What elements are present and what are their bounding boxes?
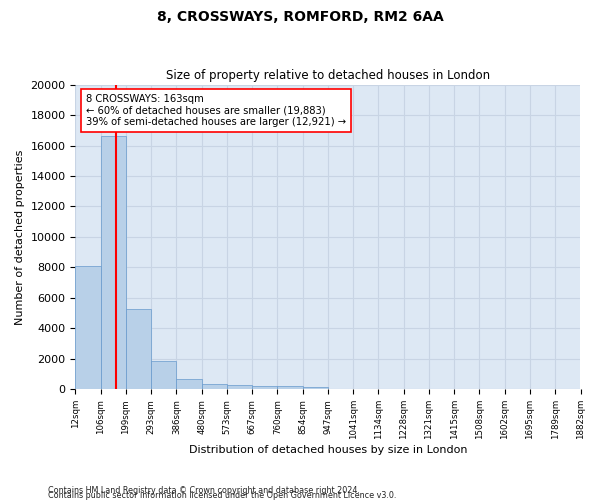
Bar <box>302 386 328 390</box>
Bar <box>101 136 126 390</box>
Bar <box>202 384 227 390</box>
Text: Contains public sector information licensed under the Open Government Licence v3: Contains public sector information licen… <box>48 491 397 500</box>
Bar <box>151 361 176 390</box>
Bar <box>76 266 101 390</box>
Bar <box>176 380 202 390</box>
Y-axis label: Number of detached properties: Number of detached properties <box>15 150 25 324</box>
Title: Size of property relative to detached houses in London: Size of property relative to detached ho… <box>166 69 490 82</box>
Text: 8 CROSSWAYS: 163sqm
← 60% of detached houses are smaller (19,883)
39% of semi-de: 8 CROSSWAYS: 163sqm ← 60% of detached ho… <box>86 94 346 127</box>
Bar <box>252 386 277 390</box>
X-axis label: Distribution of detached houses by size in London: Distribution of detached houses by size … <box>189 445 467 455</box>
Bar <box>126 308 151 390</box>
Text: 8, CROSSWAYS, ROMFORD, RM2 6AA: 8, CROSSWAYS, ROMFORD, RM2 6AA <box>157 10 443 24</box>
Text: Contains HM Land Registry data © Crown copyright and database right 2024.: Contains HM Land Registry data © Crown c… <box>48 486 360 495</box>
Bar <box>277 386 302 390</box>
Bar <box>227 385 252 390</box>
